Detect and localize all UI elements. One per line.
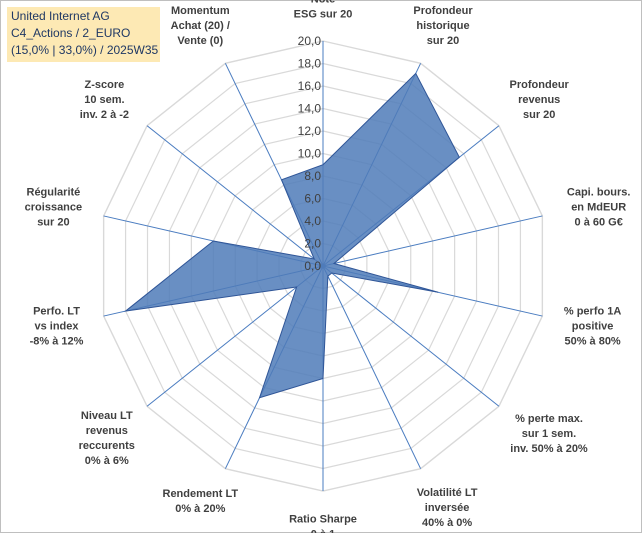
category-label: NoteESG sur 20: [294, 0, 353, 21]
spoke-line: [146, 125, 324, 267]
spoke-line: [146, 265, 324, 407]
category-line: C4_Actions / 2_EURO: [11, 26, 131, 40]
tick-label-layer: 0,0 2,0 4,0 6,0 8,0 10,0 12,0 14,0 16,0 18,0 20,0: [298, 34, 322, 273]
tick-label: 2,0: [304, 237, 321, 251]
category-label: Perfo. LT vs index -8% à 12%: [30, 306, 84, 348]
category-label: % perte max. sur 1 sem. inv. 50% à 20%: [510, 413, 588, 455]
category-label: Régularité croissance sur 20: [25, 187, 82, 229]
params-line: (15,0% | 33,0%) / 2025W35: [11, 43, 159, 57]
tick-label: 20,0: [298, 34, 322, 48]
tick-label: 12,0: [298, 124, 322, 138]
category-label: Profondeur historique sur 20: [413, 5, 473, 47]
spoke-line: [322, 215, 543, 267]
title-box: United Internet AG C4_Actions / 2_EURO (…: [7, 7, 160, 62]
category-label: Capi. bours. en MdEUR 0 à 60 G€: [567, 187, 631, 229]
tick-label: 6,0: [304, 192, 321, 206]
category-label: Ratio Sharpe0 à 1: [289, 514, 357, 533]
category-label: Niveau LT revenus reccurents 0% à 6%: [79, 410, 135, 467]
spoke-line: [322, 265, 500, 407]
tick-label: 0,0: [304, 259, 321, 273]
tick-label: 16,0: [298, 79, 322, 93]
series-layer: [123, 72, 460, 399]
tick-label: 10,0: [298, 147, 322, 161]
category-label: Profondeur revenus sur 20: [510, 79, 570, 121]
tick-label: 18,0: [298, 57, 322, 71]
category-label: Momentum Achat (20) / Vente (0): [171, 5, 230, 47]
category-label: % perfo 1A positive 50% à 80%: [564, 306, 622, 348]
company-name: United Internet AG: [11, 9, 110, 23]
tick-label: 8,0: [304, 169, 321, 183]
category-label: Z-score 10 sem. inv. 2 à -2: [80, 79, 129, 121]
category-label: Rendement LT 0% à 20%: [163, 488, 239, 515]
series-area: [123, 72, 460, 399]
spoke-line: [322, 265, 422, 469]
tick-label: 14,0: [298, 102, 322, 116]
tick-label: 4,0: [304, 214, 321, 228]
category-label: Volatilité LT inversée 40% à 0%: [417, 487, 478, 529]
